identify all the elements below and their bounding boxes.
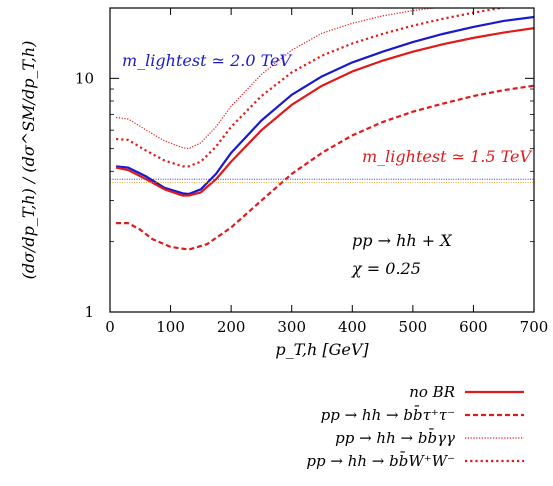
series-line-4 <box>115 8 504 168</box>
x-axis-label: p_T,h [GeV] <box>275 340 369 359</box>
annotation-m-lightest-2tev: m_lightest ≃ 2.0 TeV <box>122 51 293 70</box>
x-tick-label-0: 0 <box>105 318 115 336</box>
x-tick-label-200: 200 <box>217 318 246 336</box>
plot-frame <box>109 7 535 313</box>
axis-ticks: 0 100 200 300 400 500 600 700 1 10 <box>75 7 549 336</box>
legend-label-3: pp → hh → bb̄W⁺W⁻ <box>306 452 455 470</box>
series-line-0 <box>115 15 534 196</box>
annotation-process: pp → hh + X <box>352 231 452 250</box>
x-tick-label-400: 400 <box>338 318 367 336</box>
series-line-1 <box>115 27 534 197</box>
x-tick-label-300: 300 <box>277 318 306 336</box>
series-line-3 <box>115 8 440 150</box>
legend-label-2: pp → hh → bb̄γγ <box>335 429 455 447</box>
y-axis-label: (dσ/dp_T,h) / (dσ^SM/dp_T,h) <box>19 41 38 280</box>
legend-label-1: pp → hh → bb̄τ⁺τ⁻ <box>321 406 455 424</box>
annotation-m-lightest-1p5tev: m_lightest ≃ 1.5 TeV <box>362 147 533 166</box>
series-line-2 <box>116 84 534 251</box>
x-tick-label-500: 500 <box>399 318 428 336</box>
x-tick-label-100: 100 <box>156 318 185 336</box>
x-tick-label-700: 700 <box>520 318 549 336</box>
annotation-chi: χ = 0.25 <box>351 259 421 278</box>
y-tick-label-10: 10 <box>75 69 94 87</box>
legend: no BR pp → hh → bb̄τ⁺τ⁻ pp → hh → bb̄γγ pp … <box>306 383 524 470</box>
legend-label-0: no BR <box>409 383 455 401</box>
x-tick-label-600: 600 <box>459 318 488 336</box>
plot-lines <box>110 8 534 251</box>
y-tick-label-1: 1 <box>84 303 94 321</box>
